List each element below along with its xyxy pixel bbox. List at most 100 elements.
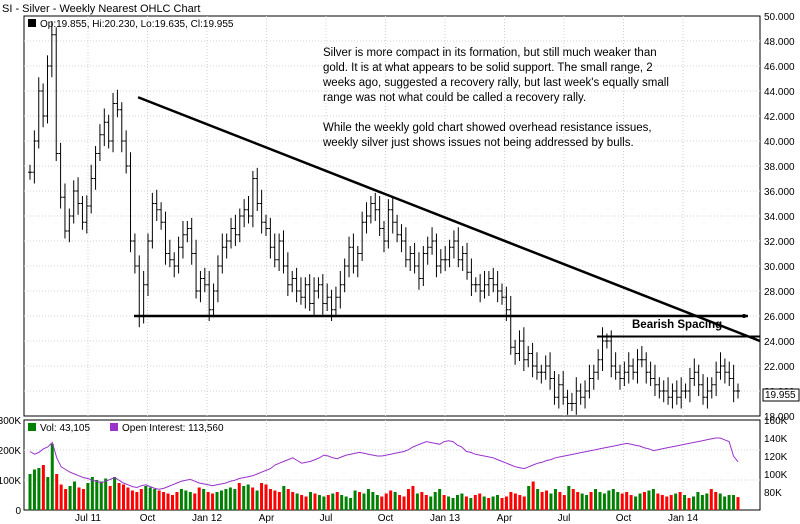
volume-bar bbox=[683, 495, 687, 510]
volume-bar bbox=[429, 496, 433, 510]
ohlc-bar bbox=[128, 152, 133, 253]
ohlc-bar bbox=[482, 271, 487, 299]
volume-tick-label: 100K bbox=[0, 476, 21, 487]
volume-bar bbox=[309, 492, 313, 510]
ohlc-bar bbox=[478, 274, 483, 303]
ohlc-bar bbox=[513, 339, 518, 365]
volume-bar bbox=[393, 492, 397, 510]
ohlc-bar bbox=[41, 83, 46, 128]
ohlc-bar bbox=[368, 196, 373, 224]
price-tick-label: 26.000 bbox=[764, 312, 795, 323]
header-legend-swatch bbox=[28, 19, 36, 27]
volume-bar bbox=[460, 493, 464, 510]
ohlc-bar bbox=[102, 108, 107, 146]
volume-bar bbox=[527, 486, 531, 510]
ohlc-bar bbox=[294, 267, 299, 303]
volume-bar bbox=[255, 490, 259, 510]
volume-bar bbox=[665, 496, 669, 510]
volume-bar bbox=[349, 498, 353, 510]
volume-bar bbox=[219, 490, 223, 510]
volume-bar bbox=[251, 487, 255, 510]
volume-bar bbox=[660, 495, 664, 510]
volume-bar bbox=[513, 493, 517, 510]
volume-bar bbox=[727, 495, 731, 510]
ohlc-bar bbox=[596, 349, 601, 380]
ohlc-bar bbox=[526, 346, 531, 368]
ohlc-bar bbox=[89, 164, 94, 214]
volume-bar bbox=[202, 489, 206, 510]
ohlc-bar bbox=[408, 246, 413, 271]
ohlc-bar bbox=[237, 208, 242, 243]
ohlc-bar bbox=[639, 346, 644, 368]
volume-bar bbox=[438, 489, 442, 510]
ohlc-bar bbox=[246, 196, 251, 224]
volume-bar bbox=[415, 493, 419, 510]
volume-bar bbox=[175, 492, 179, 510]
ohlc-bar bbox=[150, 192, 155, 249]
ohlc-bar bbox=[76, 177, 81, 215]
ohlc-bar bbox=[583, 380, 588, 409]
ohlc-bar bbox=[58, 142, 63, 209]
volume-tick-label: 0 bbox=[15, 506, 21, 517]
ohlc-bar bbox=[189, 217, 194, 265]
ohlc-bar bbox=[736, 383, 740, 399]
volume-bar bbox=[464, 496, 468, 510]
volume-bar bbox=[594, 489, 598, 510]
price-tick-label: 42.000 bbox=[764, 112, 795, 123]
ohlc-bar bbox=[386, 199, 391, 249]
x-tick-label: Jan 13 bbox=[430, 513, 460, 524]
header-values: Op:19.855, Hi:20.230, Lo:19.635, Cl:19.9… bbox=[40, 19, 234, 30]
x-tick-label: Jul bbox=[320, 513, 333, 524]
open-interest-tick-label: 160K bbox=[764, 416, 788, 427]
volume-bar bbox=[518, 495, 522, 510]
ohlc-bar bbox=[268, 217, 273, 259]
volume-bar bbox=[616, 492, 620, 510]
ohlc-bar bbox=[587, 364, 592, 399]
volume-bar bbox=[295, 493, 299, 510]
ohlc-bar bbox=[285, 252, 290, 296]
x-tick-label: Jan 14 bbox=[668, 513, 698, 524]
open-interest-tick-label: 100K bbox=[764, 470, 788, 481]
price-bars bbox=[28, 21, 740, 415]
volume-bar bbox=[732, 495, 736, 510]
volume-bar bbox=[647, 490, 651, 510]
ohlc-bar bbox=[543, 355, 548, 380]
volume-bar bbox=[589, 492, 593, 510]
volume-bar bbox=[242, 486, 246, 510]
volume-bar bbox=[46, 477, 50, 510]
volume-bar bbox=[32, 469, 36, 510]
annotation-line: range was not what could be called a rec… bbox=[323, 92, 586, 104]
volume-bar bbox=[340, 495, 344, 510]
ohlc-bar bbox=[132, 233, 137, 274]
ohlc-bar bbox=[618, 364, 622, 390]
ohlc-bar bbox=[578, 383, 583, 405]
x-tick-label: Oct bbox=[140, 513, 156, 524]
volume-bar bbox=[522, 496, 526, 510]
ohlc-bar bbox=[683, 383, 688, 399]
volume-bar bbox=[362, 493, 366, 510]
volume-bar bbox=[300, 495, 304, 510]
ohlc-bar bbox=[561, 371, 566, 405]
ohlc-bar bbox=[316, 277, 321, 299]
ohlc-bar bbox=[425, 236, 430, 265]
volume-bar bbox=[571, 489, 575, 510]
ohlc-bar bbox=[412, 242, 417, 274]
ohlc-bar bbox=[486, 271, 491, 296]
volume-bar bbox=[162, 492, 166, 510]
volume-bar bbox=[531, 481, 535, 510]
ohlc-bar bbox=[548, 352, 553, 390]
volume-bar bbox=[651, 489, 655, 510]
volume-bar bbox=[625, 492, 629, 510]
ohlc-bar bbox=[438, 249, 443, 274]
ohlc-bar bbox=[172, 252, 177, 278]
volume-bar bbox=[148, 487, 152, 510]
price-tick-label: 40.000 bbox=[764, 137, 795, 148]
ohlc-bar bbox=[727, 361, 732, 386]
ohlc-bar bbox=[661, 380, 666, 403]
chart-title: SI - Silver - Weekly Nearest OHLC Chart bbox=[2, 3, 200, 15]
x-tick-label: Jul 11 bbox=[75, 513, 101, 524]
volume-bar bbox=[326, 495, 330, 510]
volume-bar bbox=[389, 490, 393, 510]
ohlc-bar bbox=[298, 277, 303, 305]
volume-bar bbox=[705, 493, 709, 510]
